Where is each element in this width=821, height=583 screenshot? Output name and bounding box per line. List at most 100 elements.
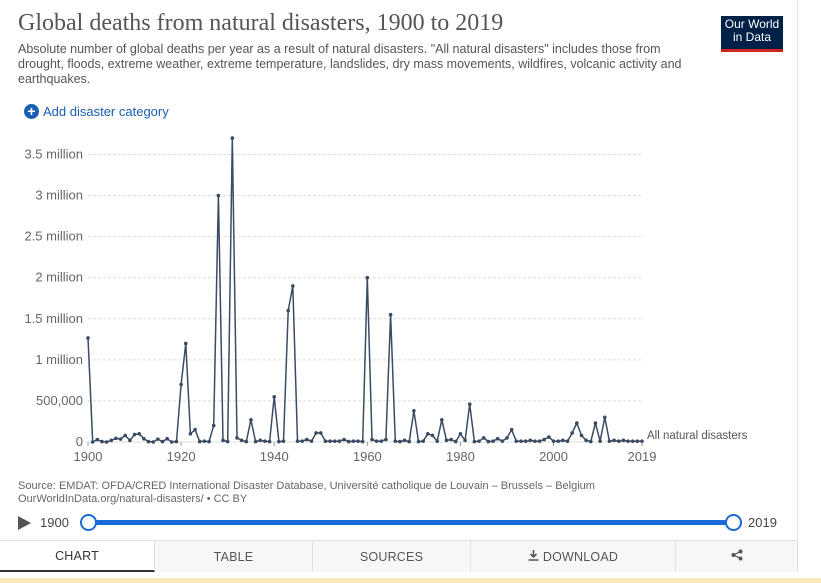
data-point [374, 439, 379, 443]
series-line [87, 137, 642, 443]
data-point [467, 402, 472, 407]
data-point [137, 431, 142, 436]
tab-chart[interactable]: CHART [0, 541, 155, 572]
source-line-2[interactable]: OurWorldInData.org/natural-disasters/ • … [18, 493, 248, 505]
data-point [551, 439, 556, 443]
data-point [481, 436, 486, 440]
data-point [207, 439, 211, 444]
source-note: Source: EMDAT: OFDA/CRED International D… [18, 480, 595, 506]
data-point [323, 439, 328, 443]
y-tick-label: 500,000 [36, 393, 83, 408]
data-point [95, 437, 100, 442]
data-point [616, 439, 621, 443]
data-point [263, 439, 267, 443]
tab-sources[interactable]: SOURCES [313, 541, 471, 572]
add-category-label: Add disaster category [43, 104, 169, 119]
y-tick-label: 1 million [35, 352, 83, 367]
data-point [635, 439, 640, 443]
add-category-button[interactable]: + Add disaster category [24, 104, 169, 119]
data-point [132, 432, 137, 437]
data-point [630, 439, 635, 443]
data-point [523, 439, 528, 443]
data-point [258, 438, 263, 443]
data-point [393, 439, 398, 443]
data-point [249, 418, 253, 422]
data-point [202, 439, 207, 443]
owid-logo[interactable]: Our World in Data [721, 16, 783, 52]
timeline-end-label: 2019 [748, 515, 777, 530]
data-point [346, 439, 351, 444]
data-point [221, 438, 225, 443]
bottom-strip [0, 578, 821, 583]
data-point [584, 438, 588, 443]
data-point [556, 439, 561, 443]
data-point [174, 439, 179, 444]
tab-share[interactable] [676, 541, 797, 572]
data-point [570, 431, 574, 435]
timeline-start-handle[interactable] [79, 514, 97, 531]
data-point [486, 439, 491, 444]
data-point [565, 439, 570, 443]
data-point [519, 439, 523, 443]
share-icon [731, 549, 743, 564]
data-point [379, 439, 384, 443]
data-point [621, 438, 626, 443]
data-point [412, 408, 416, 413]
x-tick-label: 2019 [628, 449, 657, 464]
data-point [118, 437, 123, 441]
data-point [183, 341, 188, 346]
logo-line-2: in Data [732, 30, 772, 44]
data-point [370, 437, 374, 442]
data-point [305, 437, 309, 442]
data-point [197, 439, 202, 444]
data-point [309, 439, 314, 443]
data-point [477, 439, 481, 443]
data-point [216, 193, 221, 198]
data-point [398, 439, 402, 444]
series-label: All natural disasters [647, 430, 748, 442]
tab-download[interactable]: DOWNLOAD [471, 541, 676, 572]
data-point [458, 431, 463, 436]
data-point [360, 439, 365, 444]
timeline-end-handle[interactable] [724, 514, 742, 531]
data-point [114, 436, 118, 441]
data-point [142, 436, 146, 441]
data-point [384, 437, 388, 442]
data-point [300, 439, 304, 443]
data-point [491, 439, 495, 443]
data-point [421, 439, 425, 443]
data-point [505, 436, 509, 440]
data-point [318, 431, 323, 435]
data-point [579, 433, 584, 438]
play-icon[interactable] [18, 516, 31, 530]
data-point [188, 431, 193, 436]
data-point [453, 439, 458, 444]
data-point [440, 418, 444, 422]
chart-card: Global deaths from natural disasters, 19… [0, 0, 798, 572]
data-point [253, 439, 258, 444]
timeline-track[interactable] [88, 520, 733, 525]
plus-circle-icon: + [24, 104, 39, 119]
x-tick-label: 1900 [74, 449, 103, 464]
data-point [495, 436, 500, 441]
data-point [169, 440, 174, 444]
y-tick-label: 3.5 million [24, 147, 83, 162]
chart-subtitle: Absolute number of global deaths per yea… [18, 42, 682, 86]
data-point [239, 438, 244, 443]
data-point [314, 431, 318, 435]
data-point [528, 438, 533, 443]
data-point [402, 438, 407, 443]
tab-table[interactable]: TABLE [155, 541, 313, 572]
data-point [179, 382, 183, 387]
data-point [86, 336, 90, 340]
logo-line-1: Our World [724, 17, 780, 31]
data-point [509, 427, 514, 432]
data-point [151, 440, 155, 444]
data-point [430, 433, 435, 438]
download-icon [528, 549, 539, 564]
data-point [449, 437, 453, 442]
line-chart: 0 500,000 1 million 1.5 million 2 million 2.5… [24, 136, 748, 464]
y-tick-label: 2.5 million [24, 229, 83, 244]
data-point [514, 439, 519, 443]
data-point [337, 439, 342, 443]
